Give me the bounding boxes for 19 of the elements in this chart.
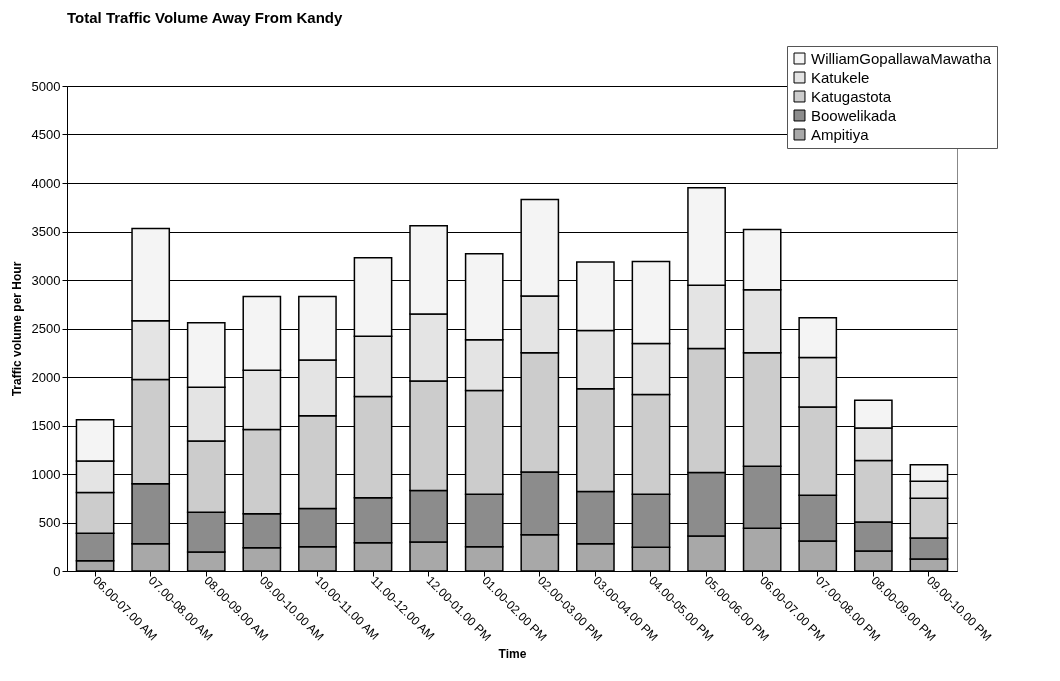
chart-title: Total Traffic Volume Away From Kandy: [67, 8, 343, 26]
y-tick-label: 1500: [31, 418, 61, 433]
y-tick-label: 3500: [31, 224, 61, 239]
legend-label: Katugastota: [811, 87, 892, 105]
y-tick-label: 500: [38, 515, 61, 530]
legend-label: Ampitiya: [811, 125, 870, 143]
y-axis-title: Traffic volume per Hour: [9, 261, 24, 397]
y-tick-label: 3000: [31, 272, 61, 288]
y-tick-label: 2500: [31, 321, 61, 336]
y-tick-label: 4000: [31, 175, 61, 191]
x-axis-title: Time: [498, 647, 527, 662]
y-tick-label: 4500: [31, 127, 61, 142]
legend-label: Boowelikada: [811, 106, 897, 124]
y-tick-label: 1000: [31, 466, 61, 482]
y-tick-label: 0: [53, 563, 61, 579]
legend-label: Katukele: [811, 68, 870, 86]
y-tick-label: 5000: [31, 78, 61, 94]
y-tick-label: 2000: [31, 369, 61, 385]
legend-label: WilliamGopallawaMawatha: [811, 49, 992, 67]
